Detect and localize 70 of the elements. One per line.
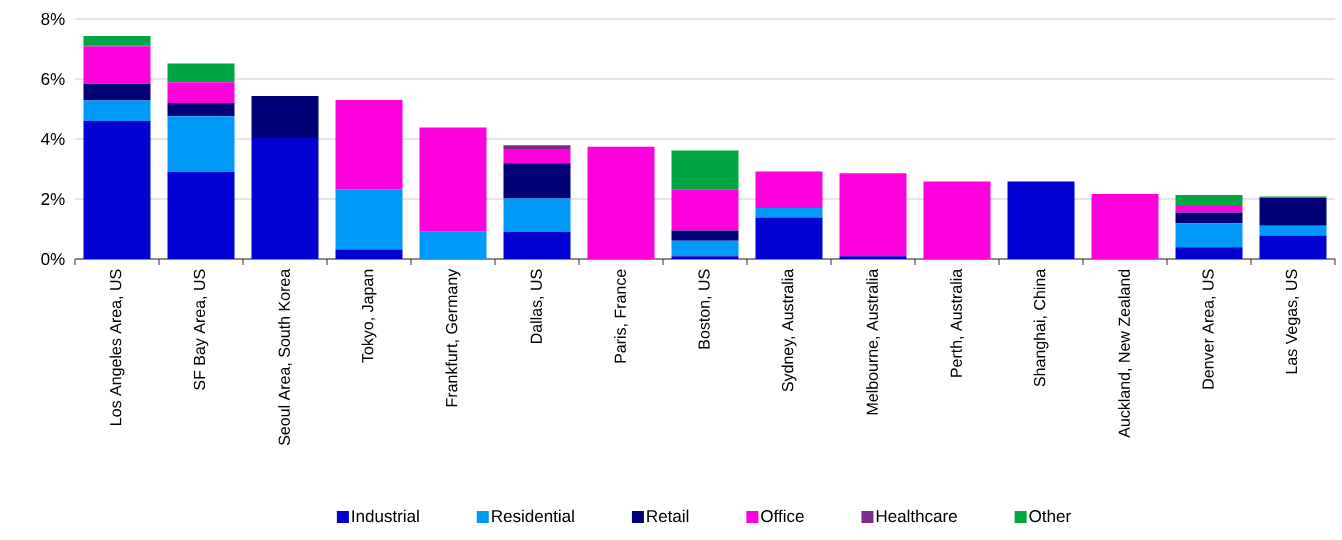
bar xyxy=(1175,205,1243,213)
x-tick-label: Tokyo, Japan xyxy=(361,269,377,363)
bar xyxy=(671,189,739,231)
bar xyxy=(419,231,487,259)
x-tick-label: Denver Area, US xyxy=(1202,269,1216,389)
bar xyxy=(83,46,151,84)
x-tick-label: Dallas, US xyxy=(530,269,544,344)
bar xyxy=(251,96,319,139)
x-tick-label: Boston, US xyxy=(698,269,712,349)
bar xyxy=(587,146,655,259)
bar xyxy=(671,150,739,190)
x-tick-label: Melbourne, Australia xyxy=(866,268,880,415)
legend-label: Residential xyxy=(492,509,574,523)
bar xyxy=(1259,197,1327,226)
bar xyxy=(839,256,907,259)
legend-label: Industrial xyxy=(352,509,419,523)
bar xyxy=(755,208,823,218)
y-tick-label: 4% xyxy=(41,133,65,145)
bar xyxy=(503,198,571,232)
bar xyxy=(1091,193,1159,259)
y-tick-label: 2% xyxy=(41,193,65,205)
x-tick-label: Perth, Australia xyxy=(950,268,964,377)
bar xyxy=(335,189,403,250)
x-tick-label: SF Bay Area, US xyxy=(193,269,209,390)
x-tick-label: Paris, France xyxy=(614,269,628,363)
y-tick-label: 6% xyxy=(41,72,65,86)
bar xyxy=(335,100,403,190)
bar xyxy=(503,148,571,164)
bar xyxy=(671,230,739,241)
legend-label: Office xyxy=(761,509,804,523)
x-tick-label: Frankfurt, Germany xyxy=(445,268,461,407)
bar xyxy=(1175,247,1243,259)
legend-label: Healthcare xyxy=(876,509,957,523)
bar xyxy=(1175,195,1243,205)
bar xyxy=(1175,212,1243,224)
bar xyxy=(167,103,235,117)
bar xyxy=(83,121,151,259)
bar xyxy=(755,171,823,208)
x-tick-label: Auckland, New Zealand xyxy=(1118,269,1132,438)
bar xyxy=(503,232,571,259)
x-tick-label: Las Vegas, US xyxy=(1285,269,1301,374)
bar xyxy=(923,181,991,259)
x-tick-label: Los Angeles Area, US xyxy=(109,269,125,425)
bar xyxy=(1259,225,1327,236)
bar xyxy=(503,163,571,199)
bar xyxy=(671,256,739,259)
bar xyxy=(167,116,235,172)
bar xyxy=(839,173,907,257)
bar xyxy=(755,217,823,259)
bar xyxy=(503,145,571,149)
bar xyxy=(335,249,403,259)
bar xyxy=(83,100,151,121)
legend-label: Retail xyxy=(647,509,689,523)
y-tick-label: 0% xyxy=(41,252,65,266)
bar xyxy=(1175,223,1243,248)
y-tick-label: 8% xyxy=(41,12,65,26)
bar xyxy=(419,127,487,232)
x-tick-label: Seoul Area, South Korea xyxy=(278,268,292,446)
bar xyxy=(83,83,151,101)
bar xyxy=(83,36,151,46)
bar xyxy=(671,240,739,257)
bar xyxy=(1259,235,1327,259)
bar xyxy=(167,63,235,83)
bar xyxy=(251,138,319,259)
x-tick-label: Shanghai, China xyxy=(1033,268,1049,387)
bar xyxy=(167,82,235,103)
legend-label: Other xyxy=(1029,509,1071,523)
x-tick-label: Sydney, Australia xyxy=(781,268,797,392)
bar xyxy=(167,172,235,259)
bar xyxy=(1007,181,1075,259)
